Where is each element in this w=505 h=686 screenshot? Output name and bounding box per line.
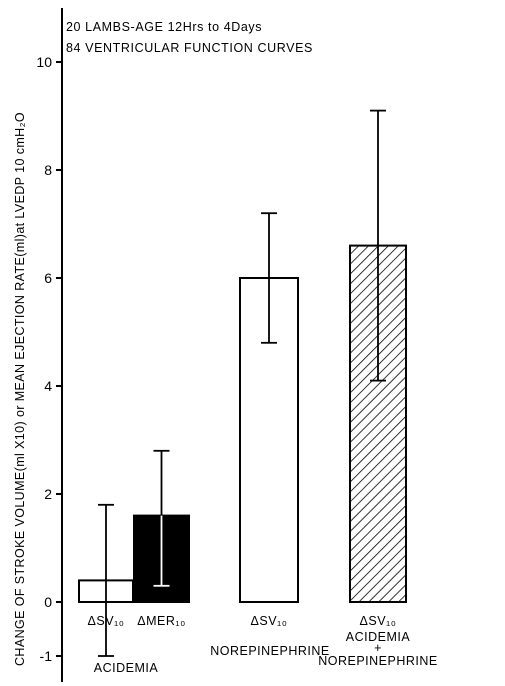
y-tick-label: 4: [44, 378, 52, 394]
bar-label: ΔSV₁₀: [88, 614, 125, 628]
y-tick-label: 0: [44, 594, 52, 610]
bar-label: ΔMER₁₀: [137, 614, 186, 628]
y-tick-label: -1: [40, 648, 53, 664]
bar-label: ΔSV₁₀: [251, 614, 288, 628]
y-tick-label: 2: [44, 486, 52, 502]
y-tick-label: 8: [44, 162, 52, 178]
plot-area: -1 0 2 4 6 8 10 ΔSV₁₀ ΔMER₁₀ ΔSV₁₀ ΔSV₁₀ ACIDEMIA NO…: [36, 8, 437, 682]
bar-label: ΔSV₁₀: [360, 614, 397, 628]
group-label: ACIDEMIA: [346, 630, 411, 644]
annotation-block: 20 LAMBS-AGE 12Hrs to 4Days 84 VENTRICUL…: [66, 20, 313, 55]
group-label: +: [374, 641, 382, 655]
y-tick-label: 10: [36, 54, 52, 70]
y-axis-label: CHANGE OF STROKE VOLUME(ml X10) or MEAN …: [13, 112, 27, 666]
annotation-line-1: 20 LAMBS-AGE 12Hrs to 4Days: [66, 20, 262, 34]
group-label: NOREPINEPHRINE: [318, 654, 438, 668]
annotation-line-2: 84 VENTRICULAR FUNCTION CURVES: [66, 41, 313, 55]
y-tick-label: 6: [44, 270, 52, 286]
group-label: ACIDEMIA: [94, 661, 159, 675]
group-label: NOREPINEPHRINE: [210, 644, 330, 658]
